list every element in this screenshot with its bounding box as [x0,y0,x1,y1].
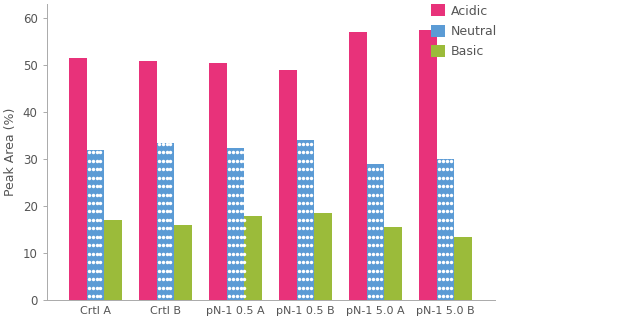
Bar [227,148,244,300]
Bar [419,30,437,300]
Bar [210,63,227,300]
Bar [87,150,104,300]
Bar [314,213,332,300]
Bar [69,58,87,300]
Legend: Acidic, Neutral, Basic: Acidic, Neutral, Basic [431,4,497,58]
Bar [367,164,384,300]
Bar [104,220,122,300]
Bar [350,32,367,300]
Y-axis label: Peak Area (%): Peak Area (%) [4,108,17,196]
Bar [280,70,297,300]
Bar [437,159,454,300]
Bar [157,143,174,300]
Bar [297,140,314,300]
Bar [244,216,262,300]
Bar [140,60,157,300]
Bar [174,225,192,300]
Bar [454,237,472,300]
Bar [384,228,402,300]
